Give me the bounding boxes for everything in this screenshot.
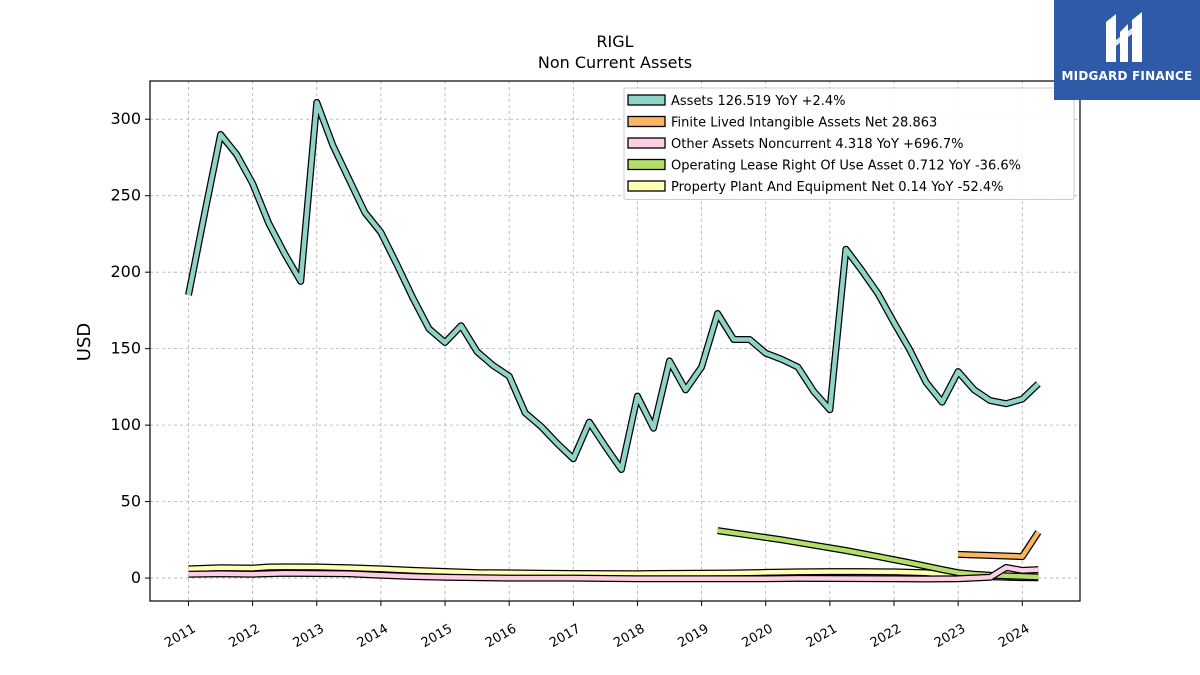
y-tick-label: 50 [121, 492, 141, 511]
x-tick-label: 2012 [226, 621, 262, 651]
plot-frame [149, 80, 1081, 602]
legend-swatch [627, 137, 666, 149]
x-tick-label: 2018 [611, 621, 647, 651]
x-tick-label: 2015 [419, 621, 455, 651]
legend-swatch [627, 94, 666, 106]
x-tick-label: 2014 [355, 621, 391, 651]
x-tick-label: 2020 [740, 621, 776, 651]
y-tick-label: 300 [110, 109, 141, 128]
legend-box [623, 87, 1075, 200]
chart-subtitle: Non Current Assets [538, 53, 692, 72]
x-tick-label: 2022 [868, 621, 904, 651]
legend: Assets 126.519 YoY +2.4% Finite Lived Int… [623, 87, 1075, 200]
legend-entry: Assets 126.519 YoY +2.4% [671, 94, 846, 109]
legend-swatch [627, 180, 666, 192]
x-tick-label: 2021 [804, 621, 840, 651]
y-axis-label: USD [74, 323, 95, 361]
midgard-finance-logo: MIDGARD FINANCE [1054, 0, 1200, 100]
legend-swatch [627, 115, 666, 128]
series-line [186, 100, 1040, 472]
y-tick-label: 0 [131, 568, 141, 587]
series-0 [185, 98, 1041, 473]
series-line [188, 565, 1039, 582]
y-tick-label: 250 [110, 186, 141, 205]
legend-swatch [627, 158, 666, 171]
legend-entry: Operating Lease Right Of Use Asset 0.712… [671, 159, 1021, 174]
logo-brand-text: MIDGARD FINANCE [1061, 69, 1193, 83]
x-tick-label: 2017 [547, 621, 583, 651]
x-tick-label: 2023 [932, 621, 968, 651]
series-4 [188, 563, 1039, 582]
legend-entry: Property Plant And Equipment Net 0.14 Yo… [671, 180, 1004, 195]
midgard-m-logo-icon [1106, 12, 1142, 62]
x-tick-label: 2013 [291, 621, 327, 651]
series-line [958, 530, 1041, 559]
chart-title: RIGL [596, 32, 633, 51]
x-tick-label: 2011 [162, 621, 198, 651]
series-2 [188, 563, 1039, 583]
y-tick-label: 150 [110, 339, 141, 358]
legend-entry: Other Assets Noncurrent 4.318 YoY +696.7… [671, 137, 963, 152]
y-tick-label: 200 [110, 262, 141, 281]
legend-entry: Finite Lived Intangible Assets Net 28.86… [671, 116, 937, 131]
x-tick-label: 2019 [675, 621, 711, 651]
x-tick-label: 2024 [996, 621, 1032, 651]
series-layer [185, 98, 1042, 583]
x-tick-label: 2016 [483, 621, 519, 651]
series-line [188, 564, 1039, 581]
series-1 [957, 530, 1042, 561]
y-tick-label: 100 [110, 415, 141, 434]
